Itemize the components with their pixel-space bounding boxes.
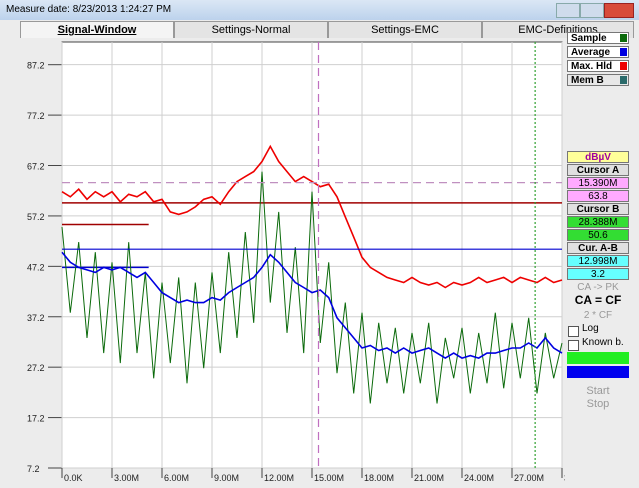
legend-swatch <box>620 48 627 56</box>
y-tick-label: 17.2 <box>27 414 45 424</box>
x-tick-label: 21.00M <box>414 473 444 483</box>
legend-label: Sample <box>571 33 607 44</box>
log-checkbox[interactable] <box>568 326 579 337</box>
trace <box>61 144 563 289</box>
legend-label: Max. Hld <box>571 61 613 72</box>
cursor-header: Cursor B <box>567 203 629 215</box>
cf2-button[interactable]: 2 * CF <box>583 310 613 321</box>
legend-entry[interactable]: Average <box>567 46 629 58</box>
x-tick-label: 0.0K <box>64 473 83 483</box>
legend-entry[interactable]: Sample <box>567 32 629 44</box>
x-tick-label: 18.00M <box>364 473 394 483</box>
cursor-y-readout: 63.8 <box>567 190 629 202</box>
ca-cf-button[interactable]: CA = CF <box>574 293 622 307</box>
y-tick-label: 57.2 <box>27 212 45 222</box>
legend-swatch <box>620 62 627 70</box>
cursor-x-readout: 28.388M <box>567 216 629 228</box>
blue-bar <box>567 366 629 378</box>
diff-x-readout: 12.998M <box>567 255 629 267</box>
minimize-button[interactable] <box>556 3 580 18</box>
trace <box>61 251 563 360</box>
chart: 87.2 77.2 67.2 57.2 47.2 37.2 27.2 17.2 7.2 0.0K 3… <box>27 41 565 483</box>
legend-swatch <box>620 34 627 42</box>
x-tick-label: 24.00M <box>464 473 494 483</box>
diff-y-readout: 3.2 <box>567 268 629 280</box>
y-tick-label: 7.2 <box>27 464 40 474</box>
y-tick-label: 67.2 <box>27 162 45 172</box>
legend-entry[interactable]: Mem B <box>567 74 629 86</box>
known-checkbox[interactable] <box>568 340 579 351</box>
green-bar <box>567 352 629 364</box>
cursor-x-readout: 15.390M <box>567 177 629 189</box>
legend-label: Mem B <box>571 75 604 86</box>
tab[interactable]: Signal-Window <box>20 21 174 38</box>
cursor-y-readout: 50.6 <box>567 229 629 241</box>
ca-pk-button[interactable]: CA -> PK <box>577 282 619 293</box>
close-button[interactable] <box>604 3 634 18</box>
x-tick-label: 9.00M <box>214 473 239 483</box>
y-tick-label: 87.2 <box>27 61 45 71</box>
known-label: Known b. <box>582 337 624 348</box>
log-label: Log <box>582 323 599 334</box>
legend-entry[interactable]: Max. Hld <box>567 60 629 72</box>
x-tick-label: 30.00M <box>564 473 565 483</box>
y-tick-label: 37.2 <box>27 313 45 323</box>
stop-button[interactable]: Stop <box>586 398 610 410</box>
start-button[interactable]: Start <box>586 385 610 397</box>
cursor-header: Cursor A <box>567 164 629 176</box>
maximize-button[interactable] <box>580 3 604 18</box>
tab[interactable]: Settings-Normal <box>174 21 328 38</box>
y-tick-label: 47.2 <box>27 262 45 272</box>
x-tick-label: 12.00M <box>264 473 294 483</box>
x-tick-label: 6.00M <box>164 473 189 483</box>
unit-label: dBµV <box>567 151 629 163</box>
y-tick-label: 27.2 <box>27 363 45 373</box>
y-tick-label: 77.2 <box>27 111 45 121</box>
legend-swatch <box>620 76 627 84</box>
legend-label: Average <box>571 47 611 58</box>
tab[interactable]: Settings-EMC <box>328 21 482 38</box>
diff-header: Cur. A-B <box>567 242 629 254</box>
x-tick-label: 15.00M <box>314 473 344 483</box>
x-tick-label: 27.00M <box>514 473 544 483</box>
title-bar: Measure date: 8/23/2013 1:24:27 PM <box>0 0 639 20</box>
window-title: Measure date: 8/23/2013 1:24:27 PM <box>6 4 172 15</box>
x-tick-label: 3.00M <box>114 473 139 483</box>
